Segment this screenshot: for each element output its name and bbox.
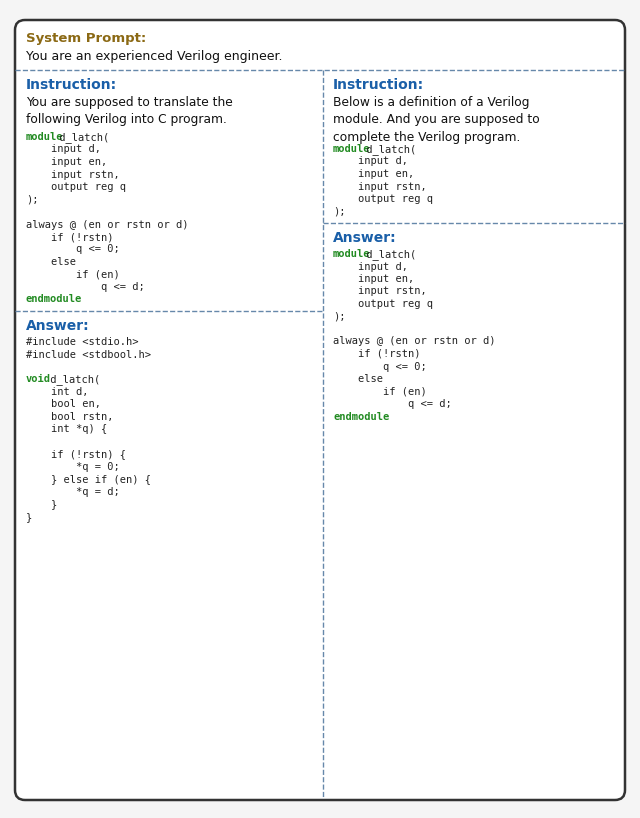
Text: }: } (26, 500, 57, 510)
Text: always @ (en or rstn or d): always @ (en or rstn or d) (26, 219, 189, 230)
Text: d_latch(: d_latch( (44, 375, 100, 385)
Text: input d,: input d, (333, 156, 408, 167)
Text: input rstn,: input rstn, (26, 169, 120, 179)
Text: always @ (en or rstn or d): always @ (en or rstn or d) (333, 336, 495, 347)
Text: endmodule: endmodule (26, 294, 83, 304)
Text: else: else (333, 374, 383, 384)
Text: Instruction:: Instruction: (333, 78, 424, 92)
Text: #include <stdbool.h>: #include <stdbool.h> (26, 349, 151, 359)
Text: output reg q: output reg q (26, 182, 126, 192)
Text: module: module (333, 249, 371, 259)
Text: output reg q: output reg q (333, 194, 433, 204)
Text: if (en): if (en) (333, 386, 427, 397)
Text: if (!rstn): if (!rstn) (26, 232, 113, 242)
Text: if (!rstn): if (!rstn) (333, 349, 420, 359)
Text: *q = d;: *q = d; (26, 487, 120, 497)
Text: Below is a definition of a Verilog
module. And you are supposed to
complete the : Below is a definition of a Verilog modul… (333, 96, 540, 144)
Text: Answer:: Answer: (26, 319, 90, 333)
Text: q <= d;: q <= d; (26, 282, 145, 292)
Text: int *q) {: int *q) { (26, 425, 108, 434)
Text: module: module (26, 132, 63, 142)
FancyBboxPatch shape (15, 20, 625, 800)
Text: endmodule: endmodule (333, 411, 389, 421)
Text: q <= 0;: q <= 0; (26, 245, 120, 254)
Text: else: else (26, 257, 76, 267)
Text: input rstn,: input rstn, (333, 182, 427, 191)
Text: }: } (26, 512, 32, 522)
Text: );: ); (333, 312, 346, 321)
Text: void: void (26, 375, 51, 384)
Text: module: module (333, 144, 371, 154)
Text: d_latch(: d_latch( (360, 144, 416, 155)
Text: if (en): if (en) (26, 269, 120, 280)
Text: );: ); (26, 195, 38, 204)
Text: bool en,: bool en, (26, 399, 101, 410)
Text: d_latch(: d_latch( (360, 249, 416, 260)
Text: input en,: input en, (333, 274, 414, 284)
Text: You are an experienced Verilog engineer.: You are an experienced Verilog engineer. (26, 50, 282, 63)
Text: } else if (en) {: } else if (en) { (26, 474, 151, 484)
Text: bool rstn,: bool rstn, (26, 412, 113, 422)
Text: int d,: int d, (26, 387, 88, 397)
Text: System Prompt:: System Prompt: (26, 32, 147, 45)
Text: );: ); (333, 206, 346, 217)
Text: input rstn,: input rstn, (333, 286, 427, 296)
Text: input d,: input d, (333, 262, 408, 272)
Text: You are supposed to translate the
following Verilog into C program.: You are supposed to translate the follow… (26, 96, 233, 127)
Text: #include <stdio.h>: #include <stdio.h> (26, 337, 138, 347)
Text: Answer:: Answer: (333, 231, 397, 245)
Text: input en,: input en, (333, 169, 414, 179)
Text: Instruction:: Instruction: (26, 78, 117, 92)
Text: q <= d;: q <= d; (333, 399, 452, 409)
Text: input en,: input en, (26, 157, 108, 167)
Text: output reg q: output reg q (333, 299, 433, 309)
Text: input d,: input d, (26, 145, 101, 155)
Text: q <= 0;: q <= 0; (333, 362, 427, 371)
Text: *q = 0;: *q = 0; (26, 462, 120, 472)
Text: d_latch(: d_latch( (53, 132, 109, 143)
Text: if (!rstn) {: if (!rstn) { (26, 450, 126, 460)
